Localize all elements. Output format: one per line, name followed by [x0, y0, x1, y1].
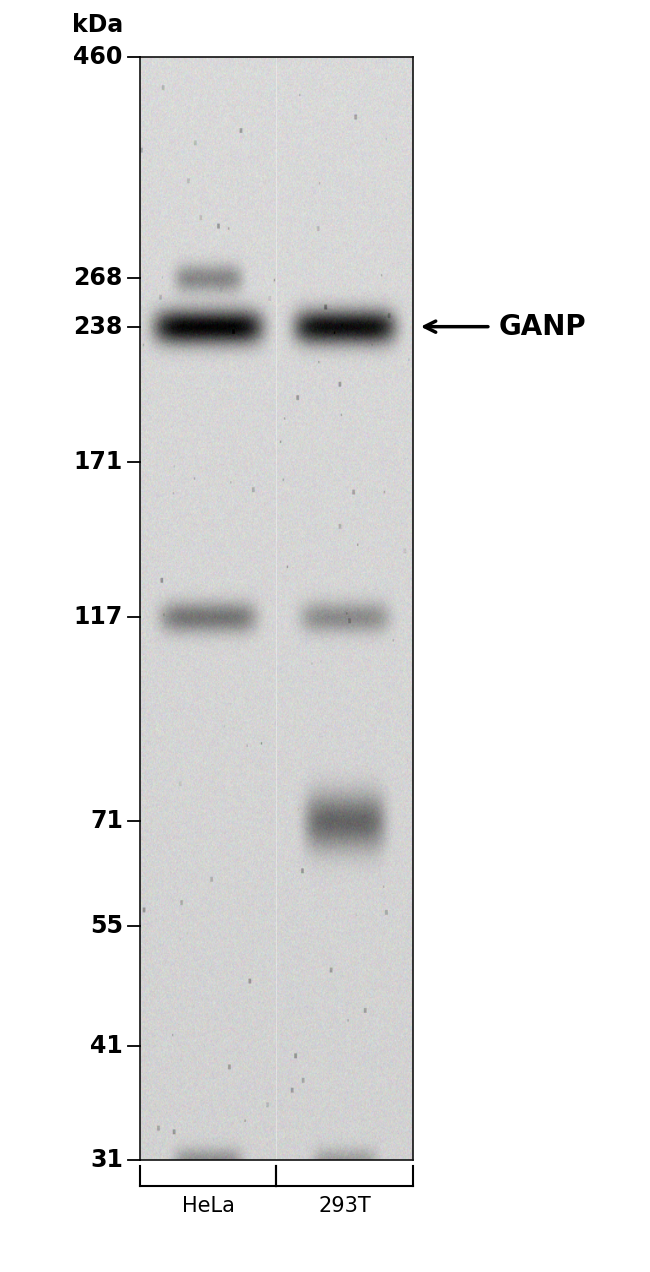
Text: 71: 71	[90, 809, 123, 833]
Text: 171: 171	[73, 450, 123, 474]
Text: 460: 460	[73, 46, 123, 69]
Text: 117: 117	[73, 605, 123, 630]
Text: 55: 55	[90, 913, 123, 937]
Text: 268: 268	[73, 266, 123, 290]
Text: HeLa: HeLa	[181, 1196, 235, 1216]
Text: 31: 31	[90, 1149, 123, 1172]
Text: 293T: 293T	[318, 1196, 371, 1216]
Text: GANP: GANP	[499, 313, 586, 341]
Text: kDa: kDa	[72, 14, 123, 37]
Text: 238: 238	[73, 314, 123, 338]
Text: 41: 41	[90, 1034, 123, 1058]
